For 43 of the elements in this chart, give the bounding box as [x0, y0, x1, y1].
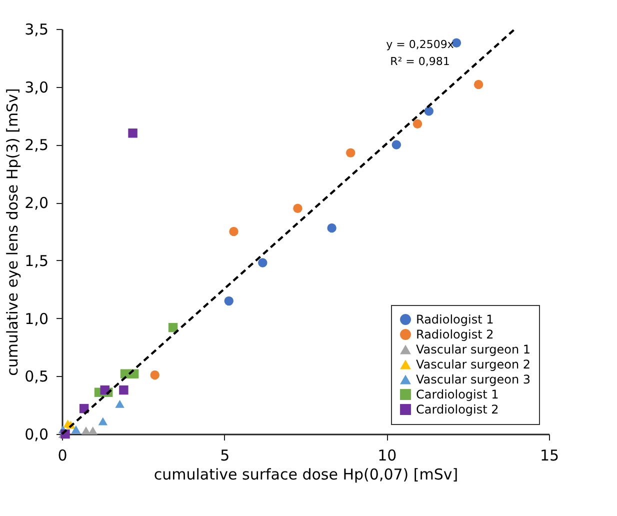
y-tick-label: 0,0 — [24, 426, 48, 444]
point — [258, 258, 268, 268]
legend-label: Radiologist 1 — [416, 312, 494, 326]
y-tick-label: 2,0 — [24, 194, 48, 212]
point — [150, 370, 160, 380]
point — [81, 426, 91, 435]
point — [115, 400, 124, 408]
point — [168, 322, 178, 332]
y-tick-label: 3,0 — [24, 78, 48, 96]
legend-label: Vascular surgeon 2 — [416, 358, 530, 372]
point — [128, 128, 138, 138]
point — [392, 140, 402, 150]
point — [229, 226, 238, 236]
legend-label: Vascular surgeon 3 — [416, 372, 530, 386]
point — [224, 296, 234, 306]
point — [71, 425, 81, 434]
point — [98, 417, 108, 426]
y-tick-label: 3,5 — [24, 20, 48, 38]
point — [474, 80, 484, 90]
x-tick-label: 15 — [540, 446, 560, 464]
point — [100, 385, 110, 395]
point — [293, 204, 302, 213]
point — [424, 106, 434, 116]
x-axis-title: cumulative surface dose Hp(0,07) [mSv] — [154, 466, 458, 484]
y-tick-label: 0,5 — [24, 368, 48, 386]
y-tick-label: 2,5 — [24, 136, 48, 154]
annotation: R² = 0,981 — [390, 55, 450, 68]
point — [119, 385, 128, 395]
y-axis-title: cumulative eye lens dose Hp(3) [mSv] — [4, 88, 22, 376]
legend-label: Vascular surgeon 1 — [416, 342, 530, 356]
x-tick-label: 0 — [58, 446, 68, 464]
point — [346, 148, 356, 158]
legend-label: Cardiologist 2 — [416, 402, 499, 416]
point — [120, 369, 130, 378]
y-tick-label: 1,5 — [24, 252, 48, 270]
legend-label: Radiologist 2 — [416, 328, 494, 342]
x-tick-label: 10 — [378, 446, 397, 464]
annotation: y = 0,2509x — [386, 38, 454, 51]
x-tick-label: 5 — [220, 446, 230, 464]
point — [412, 119, 422, 128]
y-tick-label: 1,0 — [24, 310, 48, 328]
point — [327, 223, 336, 233]
legend-label: Cardiologist 1 — [416, 388, 499, 402]
